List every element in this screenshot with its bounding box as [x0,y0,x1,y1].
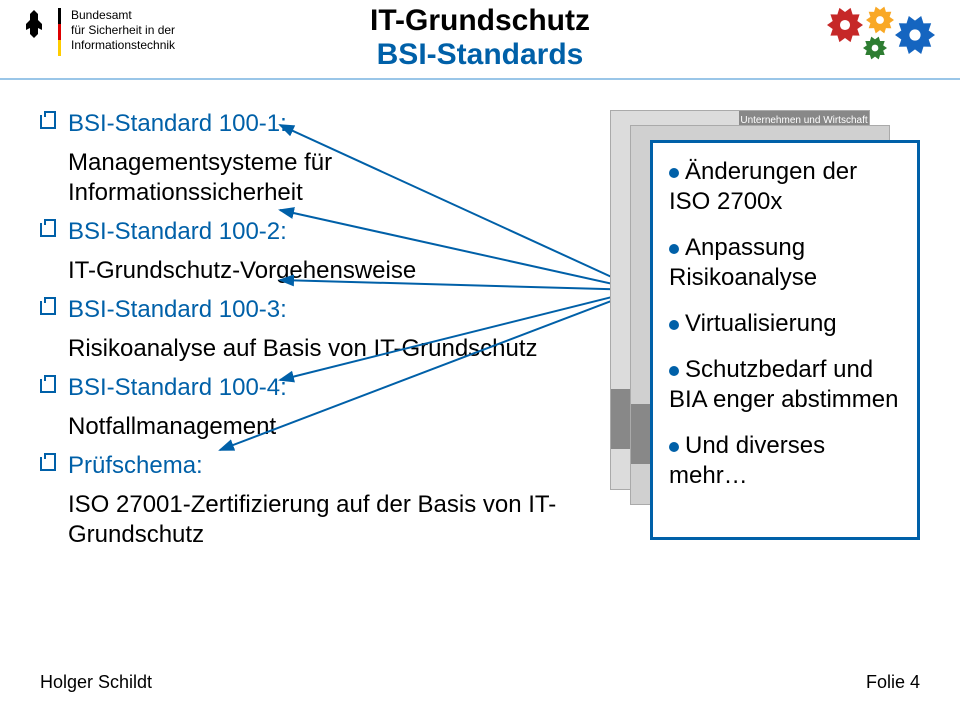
bullet-icon [40,115,56,129]
org-name: Bundesamt für Sicherheit in der Informat… [71,8,175,53]
footer-page: Folie 4 [866,672,920,693]
bullet-dot-icon [669,244,679,254]
bullet-item: BSI-Standard 100-4: [40,374,560,402]
callout-item: Virtualisierung [669,309,901,339]
bullet-subtext: Risikoanalyse auf Basis von IT-Grundschu… [40,334,560,364]
org-line-3: Informationstechnik [71,38,175,53]
bullet-icon [40,301,56,315]
org-line-1: Bundesamt [71,8,175,23]
bullet-icon [40,457,56,471]
slide-title: IT-Grundschutz BSI-Standards [280,4,680,72]
bullet-dot-icon [669,366,679,376]
bullet-item: BSI-Standard 100-3: [40,296,560,324]
callout-item: Anpassung Risikoanalyse [669,233,901,293]
slide-footer: Holger Schildt Folie 4 [40,672,920,693]
bullet-subtext: ISO 27001-Zertifizierung auf der Basis v… [40,490,560,550]
bullet-title: Prüfschema: [68,452,203,479]
bullet-title: BSI-Standard 100-4: [68,374,287,401]
callout-item: Schutzbedarf und BIA enger abstimmen [669,355,901,415]
bullet-subtext: Managementsysteme für Informationssicher… [40,148,560,208]
bullet-dot-icon [669,442,679,452]
bullet-list: BSI-Standard 100-1: Managementsysteme für… [40,110,560,550]
callout-stack: Unternehmen und Wirtschaft Änderungen de… [610,110,930,550]
callout-box: Änderungen der ISO 2700x Anpassung Risiko… [650,140,920,540]
bullet-title: BSI-Standard 100-3: [68,296,287,323]
bullet-item: Prüfschema: [40,452,560,480]
eagle-icon [20,8,48,40]
bullet-subtext: IT-Grundschutz-Vorgehensweise [40,256,560,286]
footer-author: Holger Schildt [40,672,152,693]
bullet-item: BSI-Standard 100-2: [40,218,560,246]
flag-bar-icon [58,8,61,56]
org-line-2: für Sicherheit in der [71,23,175,38]
slide-header: Bundesamt für Sicherheit in der Informat… [0,0,960,80]
callout-item: Änderungen der ISO 2700x [669,157,901,217]
bullet-subtext: Notfallmanagement [40,412,560,442]
slide-content: BSI-Standard 100-1: Managementsysteme für… [0,80,960,640]
bullet-dot-icon [669,168,679,178]
title-line-1: IT-Grundschutz [280,4,680,38]
bullet-item: BSI-Standard 100-1: [40,110,560,138]
gears-icon [820,0,960,70]
bullet-title: BSI-Standard 100-1: [68,110,287,137]
title-line-2: BSI-Standards [280,38,680,72]
bullet-icon [40,379,56,393]
bullet-dot-icon [669,320,679,330]
callout-item: Und diverses mehr… [669,431,901,491]
bullet-icon [40,223,56,237]
bullet-title: BSI-Standard 100-2: [68,218,287,245]
